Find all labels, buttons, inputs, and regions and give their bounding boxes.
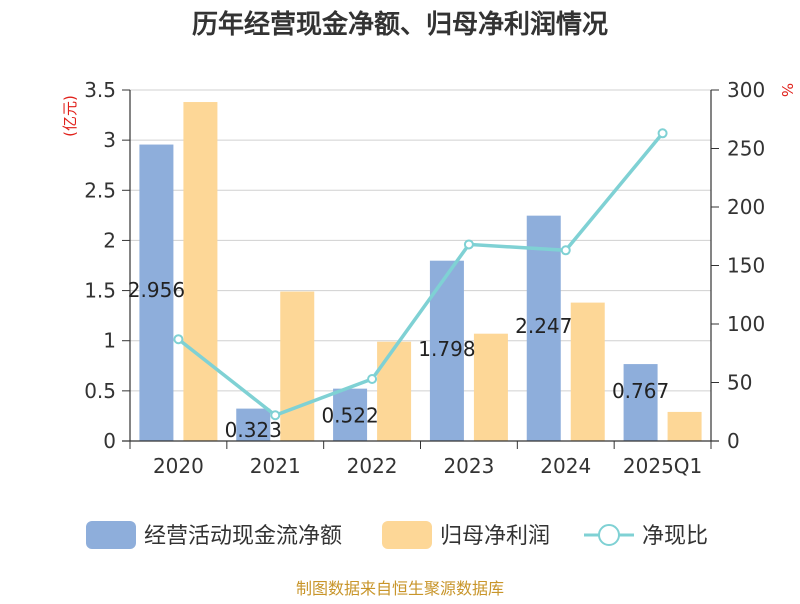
x-axis-tick-label: 2022 [347, 454, 398, 478]
data-label: 2.247 [515, 314, 572, 338]
x-axis-tick-label: 2024 [540, 454, 591, 478]
net-profit-bar [377, 341, 412, 441]
right-axis-tick-label: 50 [727, 371, 752, 395]
data-label: 0.767 [612, 379, 669, 403]
net-profit-bar [667, 411, 702, 441]
ratio-point [270, 410, 281, 421]
ratio-point [367, 373, 378, 384]
legend-label: 经营活动现金流净额 [144, 524, 342, 549]
right-axis-unit: % [778, 83, 796, 97]
cashflow-bar [139, 144, 174, 442]
chart-title: 历年经营现金净额、归母净利润情况 [192, 9, 608, 40]
net-profit-bar [473, 333, 508, 441]
legend-swatch [86, 521, 136, 549]
net-profit-bar [280, 291, 315, 441]
x-axis-tick-label: 2023 [443, 454, 494, 478]
right-axis-tick-label: 200 [727, 195, 765, 219]
x-axis-tick-label: 2025Q1 [623, 454, 702, 478]
ratio-point [657, 128, 668, 139]
right-axis-tick-label: 300 [727, 78, 765, 102]
left-axis-tick-label: 1 [103, 329, 116, 353]
ratio-point [560, 245, 571, 256]
net-profit-bar [570, 302, 605, 441]
data-label: 0.522 [321, 404, 378, 428]
legend-marker [598, 524, 620, 546]
left-axis-tick-label: 3 [103, 128, 116, 152]
legend-swatch [382, 521, 432, 549]
cashflow-bar [333, 388, 368, 441]
cashflow-bar [623, 364, 658, 441]
left-axis-tick-label: 2.5 [84, 178, 116, 202]
cashflow-bar [526, 215, 561, 441]
net-profit-bar [183, 102, 218, 441]
ratio-point [463, 239, 474, 250]
x-axis-tick-label: 2021 [250, 454, 301, 478]
right-axis-tick-label: 150 [727, 254, 765, 278]
data-label: 1.798 [418, 337, 475, 361]
left-axis-tick-label: 2 [103, 228, 116, 252]
legend-label: 归母净利润 [440, 524, 550, 549]
right-axis-tick-label: 0 [727, 429, 740, 453]
legend-label: 净现比 [642, 524, 708, 549]
data-label: 0.323 [225, 418, 282, 442]
right-axis-tick-label: 250 [727, 137, 765, 161]
ratio-line [177, 132, 664, 418]
left-axis-tick-label: 0.5 [84, 379, 116, 403]
left-axis-tick-label: 0 [103, 429, 116, 453]
x-axis-tick-label: 2020 [153, 454, 204, 478]
left-axis-unit: (亿元) [61, 95, 79, 137]
right-axis-tick-label: 100 [727, 312, 765, 336]
data-label: 2.956 [128, 278, 185, 302]
ratio-point [173, 334, 184, 345]
source-note: 制图数据来自恒生聚源数据库 [296, 579, 504, 598]
left-axis-tick-label: 1.5 [84, 279, 116, 303]
left-axis-tick-label: 3.5 [84, 78, 116, 102]
cashflow-bar [236, 408, 271, 441]
